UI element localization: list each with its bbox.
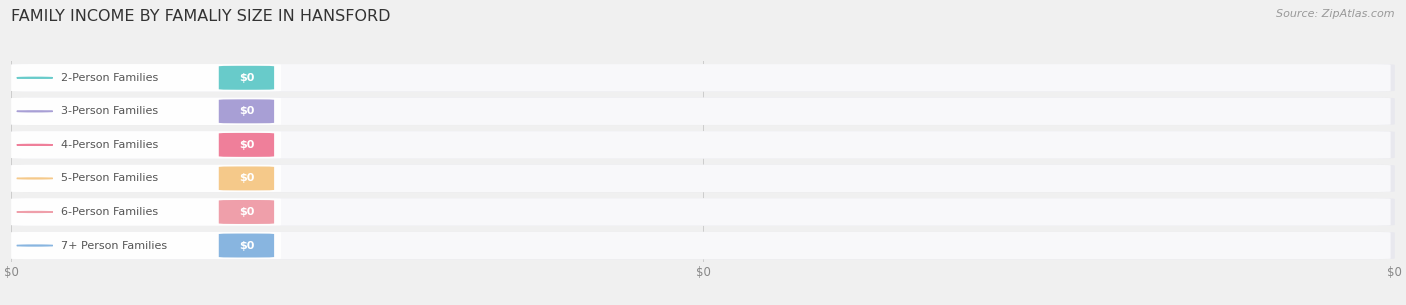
Text: 4-Person Families: 4-Person Families xyxy=(60,140,159,150)
FancyBboxPatch shape xyxy=(11,198,1391,226)
Text: $0: $0 xyxy=(239,241,254,250)
FancyBboxPatch shape xyxy=(11,232,1391,259)
FancyBboxPatch shape xyxy=(219,200,274,224)
FancyBboxPatch shape xyxy=(219,99,274,123)
Text: 6-Person Families: 6-Person Families xyxy=(60,207,159,217)
Text: 7+ Person Families: 7+ Person Families xyxy=(60,241,167,250)
FancyBboxPatch shape xyxy=(11,64,1395,92)
Text: $0: $0 xyxy=(239,207,254,217)
FancyBboxPatch shape xyxy=(11,131,1391,159)
Text: $0: $0 xyxy=(239,73,254,83)
Text: $0: $0 xyxy=(239,106,254,116)
Text: 5-Person Families: 5-Person Families xyxy=(60,174,159,183)
FancyBboxPatch shape xyxy=(11,165,1391,192)
Text: Source: ZipAtlas.com: Source: ZipAtlas.com xyxy=(1277,9,1395,19)
FancyBboxPatch shape xyxy=(11,64,1391,92)
FancyBboxPatch shape xyxy=(11,131,281,159)
FancyBboxPatch shape xyxy=(11,198,1395,226)
FancyBboxPatch shape xyxy=(11,165,281,192)
Circle shape xyxy=(17,111,53,112)
Text: 3-Person Families: 3-Person Families xyxy=(60,106,159,116)
FancyBboxPatch shape xyxy=(11,131,1395,159)
FancyBboxPatch shape xyxy=(219,234,274,257)
FancyBboxPatch shape xyxy=(11,98,1391,125)
Text: $0: $0 xyxy=(239,140,254,150)
FancyBboxPatch shape xyxy=(11,165,1395,192)
Text: FAMILY INCOME BY FAMALIY SIZE IN HANSFORD: FAMILY INCOME BY FAMALIY SIZE IN HANSFOR… xyxy=(11,9,391,24)
Text: 2-Person Families: 2-Person Families xyxy=(60,73,159,83)
Circle shape xyxy=(17,178,53,179)
FancyBboxPatch shape xyxy=(219,167,274,190)
FancyBboxPatch shape xyxy=(219,66,274,90)
FancyBboxPatch shape xyxy=(11,64,281,92)
Circle shape xyxy=(17,77,53,78)
FancyBboxPatch shape xyxy=(11,232,1395,259)
FancyBboxPatch shape xyxy=(11,198,281,226)
Text: $0: $0 xyxy=(239,174,254,183)
FancyBboxPatch shape xyxy=(219,133,274,157)
Circle shape xyxy=(17,245,53,246)
FancyBboxPatch shape xyxy=(11,98,1395,125)
FancyBboxPatch shape xyxy=(11,98,281,125)
FancyBboxPatch shape xyxy=(11,232,281,259)
